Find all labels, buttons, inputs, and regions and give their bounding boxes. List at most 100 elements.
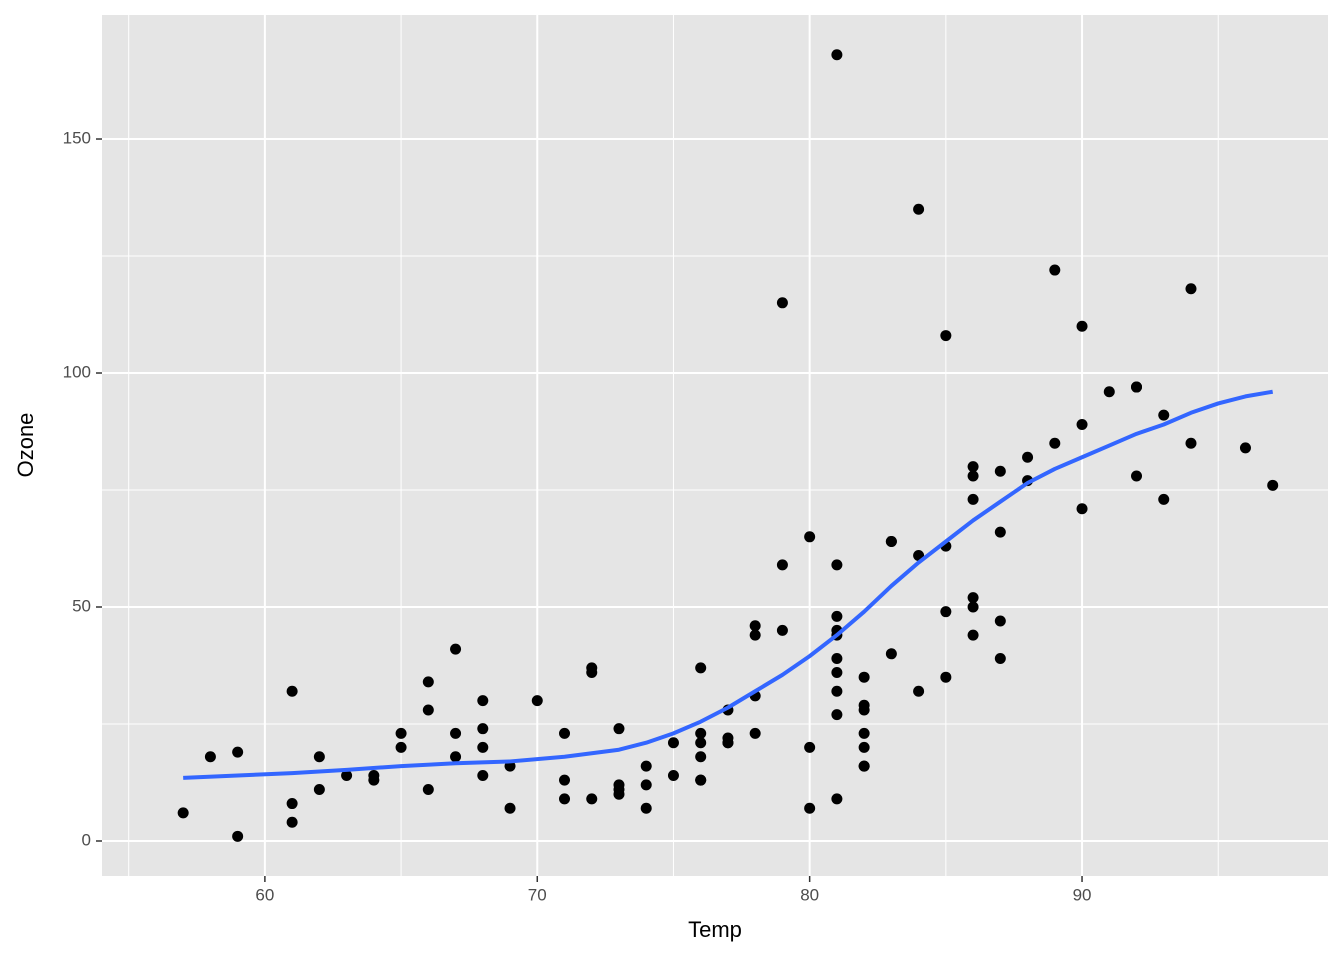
point <box>776 559 788 571</box>
point <box>313 751 325 763</box>
y-tick-label: 100 <box>63 362 91 381</box>
point <box>1103 386 1115 398</box>
point <box>994 465 1006 477</box>
point <box>831 652 843 664</box>
y-tick-label: 0 <box>82 830 91 849</box>
point <box>940 671 952 683</box>
point <box>831 610 843 622</box>
point <box>1185 283 1197 295</box>
point <box>1131 470 1143 482</box>
point <box>667 737 679 749</box>
point <box>1267 479 1279 491</box>
point <box>804 802 816 814</box>
point <box>1239 442 1251 454</box>
point <box>695 737 707 749</box>
point <box>967 629 979 641</box>
point <box>313 784 325 796</box>
panel <box>102 15 1328 876</box>
point <box>749 727 761 739</box>
point <box>831 667 843 679</box>
point <box>858 760 870 772</box>
point <box>232 830 244 842</box>
point <box>695 662 707 674</box>
point <box>422 676 434 688</box>
point <box>450 751 462 763</box>
point <box>586 793 598 805</box>
point <box>613 779 625 791</box>
point <box>177 807 189 819</box>
point <box>1158 493 1170 505</box>
point <box>286 816 298 828</box>
x-tick-label: 70 <box>528 885 547 904</box>
point <box>967 470 979 482</box>
point <box>613 723 625 735</box>
point <box>831 793 843 805</box>
point <box>831 49 843 61</box>
point <box>858 741 870 753</box>
point <box>450 727 462 739</box>
point <box>559 793 571 805</box>
point <box>395 727 407 739</box>
y-tick-label: 150 <box>63 129 91 148</box>
point <box>913 203 925 215</box>
point <box>504 802 516 814</box>
point <box>341 769 353 781</box>
point <box>1158 409 1170 421</box>
smooth-line <box>183 389 1274 780</box>
point <box>858 704 870 716</box>
point <box>885 535 897 547</box>
point <box>695 774 707 786</box>
point <box>395 741 407 753</box>
y-axis-title: Ozone <box>13 413 38 478</box>
point <box>1049 437 1061 449</box>
point <box>204 751 216 763</box>
point <box>232 746 244 758</box>
point <box>776 297 788 309</box>
point <box>1131 381 1143 393</box>
point <box>586 662 598 674</box>
point <box>422 704 434 716</box>
point <box>477 723 489 735</box>
point <box>422 784 434 796</box>
point <box>831 559 843 571</box>
x-axis-title: Temp <box>688 917 742 942</box>
point <box>967 461 979 473</box>
point <box>613 788 625 800</box>
point <box>477 769 489 781</box>
point <box>940 330 952 342</box>
point <box>994 652 1006 664</box>
point <box>858 727 870 739</box>
point <box>967 592 979 604</box>
point <box>967 601 979 613</box>
x-tick-label: 80 <box>800 885 819 904</box>
point <box>804 531 816 543</box>
y-tick-label: 50 <box>72 596 91 615</box>
point <box>559 774 571 786</box>
point <box>559 727 571 739</box>
point <box>1076 320 1088 332</box>
point <box>776 624 788 636</box>
point <box>1185 437 1197 449</box>
point <box>1076 503 1088 515</box>
point <box>749 620 761 632</box>
point <box>831 685 843 697</box>
point <box>286 685 298 697</box>
point <box>640 802 652 814</box>
point <box>477 741 489 753</box>
point <box>804 741 816 753</box>
point <box>695 727 707 739</box>
point <box>368 774 380 786</box>
point <box>667 769 679 781</box>
point <box>1076 418 1088 430</box>
point <box>858 671 870 683</box>
point <box>640 779 652 791</box>
point <box>1022 451 1034 463</box>
point <box>913 685 925 697</box>
point <box>286 798 298 810</box>
point <box>940 606 952 618</box>
point <box>994 615 1006 627</box>
point <box>722 737 734 749</box>
point <box>477 695 489 707</box>
point <box>450 643 462 655</box>
